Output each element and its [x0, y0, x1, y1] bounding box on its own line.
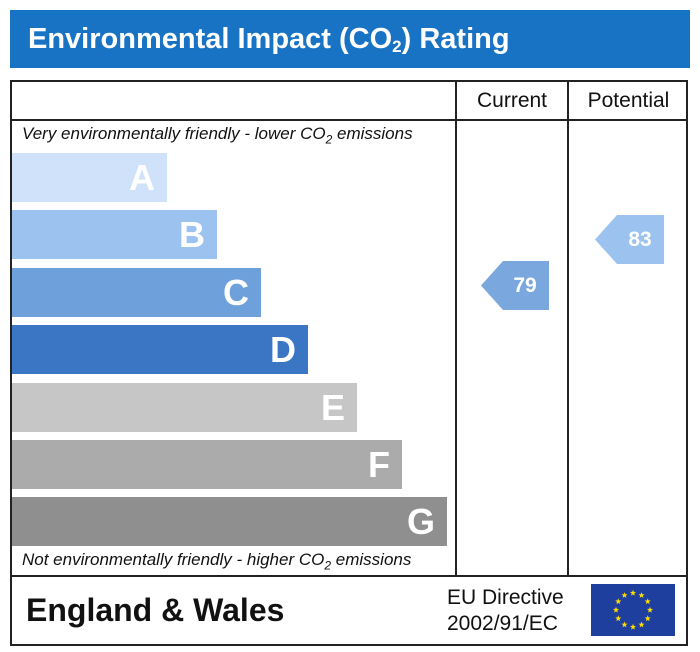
rating-band-letter: F — [368, 444, 390, 485]
eu-directive: EU Directive 2002/91/EC — [447, 585, 564, 637]
eu-flag-icon — [591, 584, 675, 636]
rating-value: 83 — [628, 228, 652, 251]
top-caption-subscript: 2 — [325, 132, 333, 147]
top-caption-after: emissions — [332, 124, 413, 143]
top-caption: Very environmentally friendly - lower CO… — [22, 124, 413, 146]
divider-current — [455, 80, 457, 577]
rating-band-letter: E — [320, 387, 345, 428]
rating-band-d: D — [12, 325, 308, 374]
rating-frame — [10, 80, 688, 646]
rating-band-b: B — [12, 210, 217, 259]
flag-star-icon — [629, 589, 637, 596]
arrow-shape — [595, 215, 664, 264]
rating-value: 79 — [513, 274, 537, 297]
arrow-shape — [481, 261, 549, 310]
title-subscript: 2 — [392, 37, 402, 56]
flag-star-icon — [621, 592, 628, 598]
flag-star-icon — [621, 621, 628, 628]
title-main: Environmental Impact (CO — [28, 23, 393, 55]
rating-band-g: G — [12, 497, 447, 546]
rating-band-letter: D — [270, 329, 296, 370]
rating-band-letter: A — [129, 157, 155, 198]
region-label: England & Wales — [26, 592, 285, 628]
flag-star-icon — [612, 606, 620, 613]
column-header-potential: Potential — [587, 89, 670, 112]
flag-star-icon — [638, 621, 645, 628]
title-after: ) Rating — [401, 23, 510, 55]
bottom-caption-text: Not environmentally friendly - higher CO — [22, 550, 325, 569]
eu-directive-line2: 2002/91/EC — [447, 612, 558, 635]
flag-star-icon — [646, 606, 654, 613]
flag-star-icon — [644, 598, 651, 605]
page-title: Environmental Impact (CO2) Rating — [28, 10, 510, 72]
rating-band-e: E — [12, 383, 357, 432]
rating-band-c: C — [12, 268, 261, 317]
bottom-caption: Not environmentally friendly - higher CO… — [22, 550, 411, 572]
flag-star-icon — [629, 623, 637, 630]
header-rule — [10, 119, 688, 121]
flag-star-icon — [615, 598, 622, 605]
title-bar: Environmental Impact (CO2) Rating — [10, 10, 690, 68]
flag-star-icon — [638, 592, 645, 598]
rating-band-letter: C — [223, 272, 249, 313]
flag-star-icon — [615, 615, 622, 622]
current-rating-arrow: 79 — [481, 261, 549, 310]
bottom-caption-subscript: 2 — [324, 558, 332, 573]
rating-band-a: A — [12, 153, 167, 202]
rating-band-f: F — [12, 440, 402, 489]
column-header-current: Current — [476, 89, 548, 112]
top-caption-text: Very environmentally friendly - lower CO — [22, 124, 326, 143]
bottom-caption-after: emissions — [331, 550, 412, 569]
rating-band-letter: G — [406, 501, 435, 542]
rating-band-letter: B — [179, 214, 205, 255]
flag-star-icon — [644, 615, 651, 622]
eu-directive-line1: EU Directive — [447, 586, 564, 609]
footer-rule — [10, 575, 688, 577]
divider-potential — [567, 80, 569, 577]
potential-rating-arrow: 83 — [595, 215, 664, 264]
